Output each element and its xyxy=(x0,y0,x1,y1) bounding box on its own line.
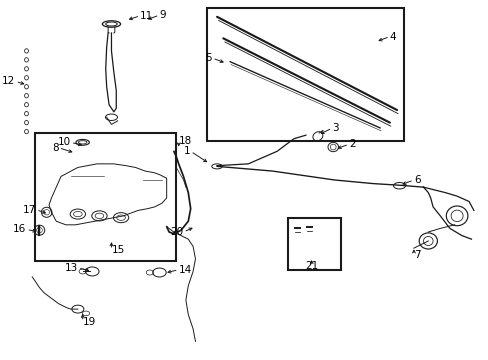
Bar xyxy=(287,218,340,270)
Bar xyxy=(35,134,176,261)
Text: 5: 5 xyxy=(205,53,212,63)
Text: 7: 7 xyxy=(413,250,420,260)
Text: 3: 3 xyxy=(332,123,338,133)
Text: 9: 9 xyxy=(159,10,166,20)
Text: 2: 2 xyxy=(348,139,355,149)
Text: 14: 14 xyxy=(178,265,191,275)
Text: 18: 18 xyxy=(178,136,191,145)
Text: 6: 6 xyxy=(413,175,420,185)
Text: 10: 10 xyxy=(58,138,71,147)
Text: 1: 1 xyxy=(183,146,190,156)
Text: 11: 11 xyxy=(140,11,153,21)
Text: 4: 4 xyxy=(389,32,396,41)
Text: 15: 15 xyxy=(111,245,124,255)
Text: 20: 20 xyxy=(170,227,183,237)
Text: 12: 12 xyxy=(2,76,16,86)
Text: 8: 8 xyxy=(52,143,59,153)
Text: 19: 19 xyxy=(82,317,96,327)
Text: 13: 13 xyxy=(64,263,78,273)
Text: 21: 21 xyxy=(305,261,318,271)
Bar xyxy=(207,8,404,140)
Text: 16: 16 xyxy=(13,225,26,234)
Text: 17: 17 xyxy=(23,205,36,215)
